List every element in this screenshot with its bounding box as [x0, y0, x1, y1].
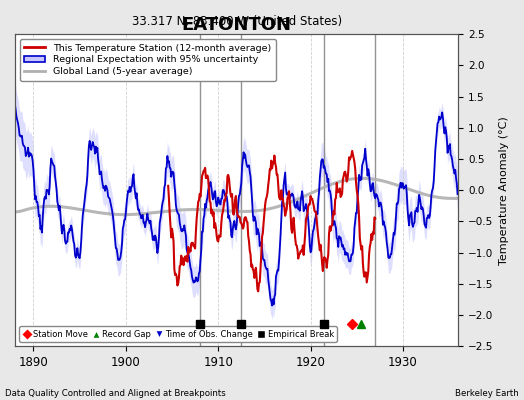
Title: EATONTON: EATONTON — [182, 16, 292, 34]
Y-axis label: Temperature Anomaly (°C): Temperature Anomaly (°C) — [499, 116, 509, 264]
Text: Data Quality Controlled and Aligned at Breakpoints: Data Quality Controlled and Aligned at B… — [5, 389, 226, 398]
Text: Berkeley Earth: Berkeley Earth — [455, 389, 519, 398]
Legend: Station Move, Record Gap, Time of Obs. Change, Empirical Break: Station Move, Record Gap, Time of Obs. C… — [19, 326, 337, 342]
Text: 33.317 N, 83.400 W (United States): 33.317 N, 83.400 W (United States) — [132, 15, 342, 28]
